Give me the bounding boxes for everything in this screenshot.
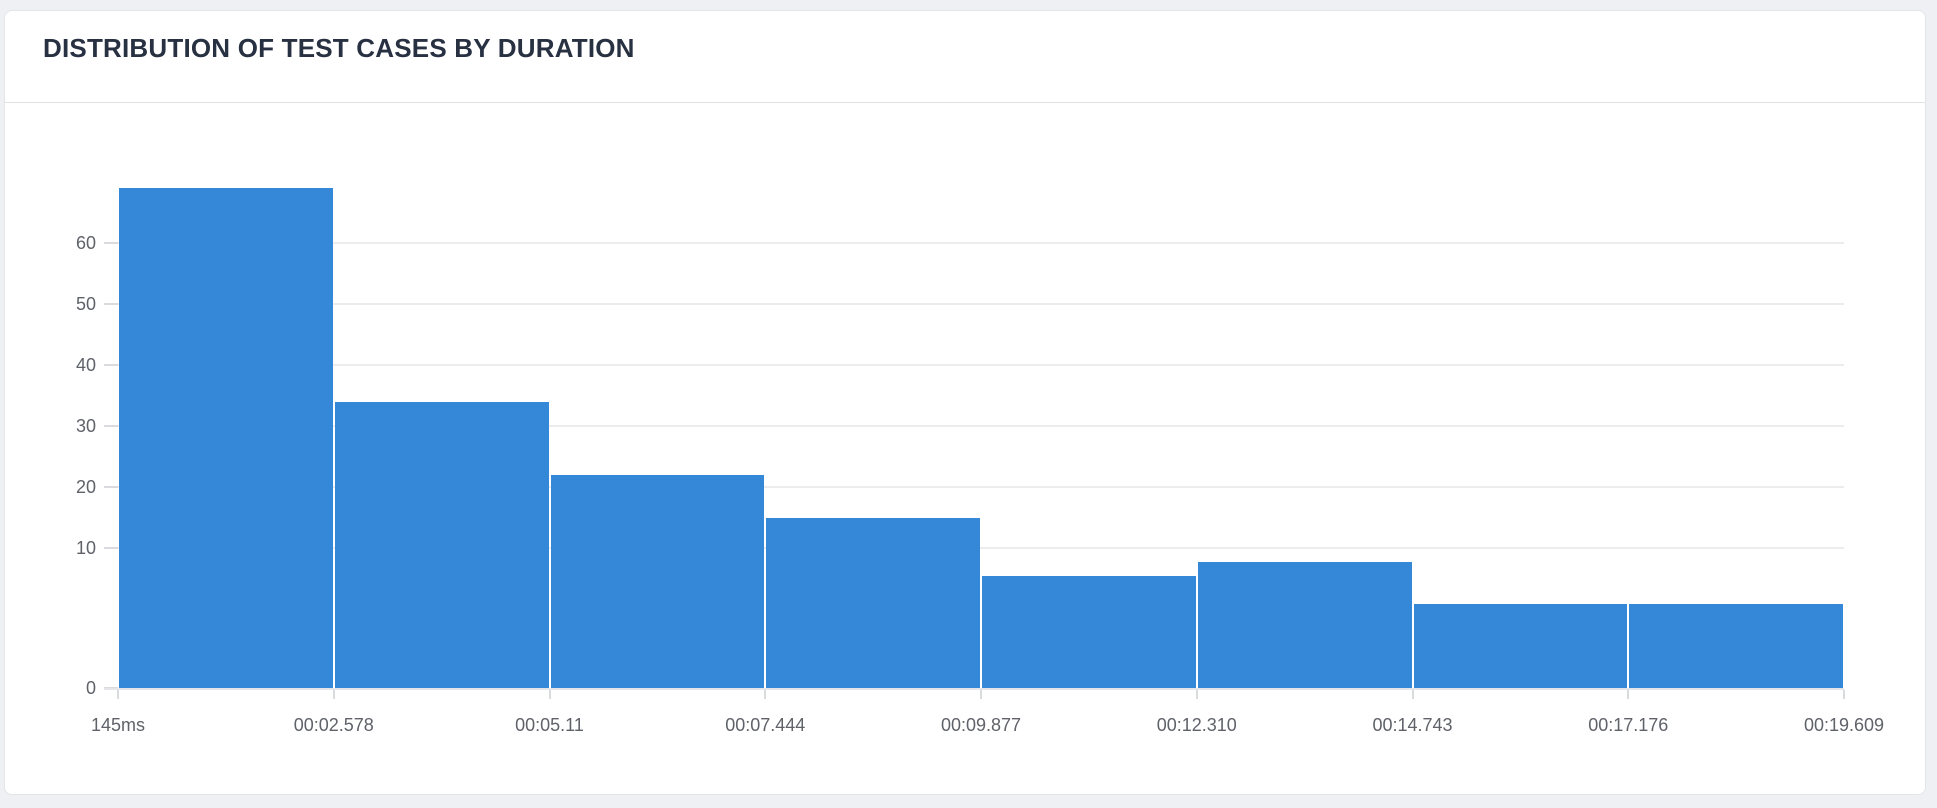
x-axis-tick [980, 690, 982, 699]
x-axis-tick [117, 690, 119, 699]
widget-header: DISTRIBUTION OF TEST CASES BY DURATION [5, 11, 1925, 103]
y-axis-label: 10 [75, 538, 96, 558]
x-axis-label: 00:02.578 [293, 715, 374, 735]
histogram-bar[interactable] [1629, 604, 1843, 688]
histogram-bar[interactable] [119, 188, 333, 688]
x-axis-line [104, 688, 1844, 690]
x-axis-label: 00:17.176 [1588, 715, 1669, 735]
y-axis-label: 40 [75, 355, 96, 376]
y-axis-label: 30 [75, 416, 96, 437]
x-axis-tick [548, 690, 551, 699]
x-axis-tick [1195, 690, 1198, 699]
y-axis-label: 60 [75, 233, 96, 254]
x-axis-label: 00:07.444 [725, 715, 806, 735]
y-gridline [118, 364, 1844, 367]
y-axis-tick [104, 303, 118, 306]
y-axis-label: 0 [85, 678, 96, 698]
x-axis-label: 00:09.877 [940, 715, 1022, 735]
duration-histogram: 0 10 20 30 40 50 60 145ms 00:02.578 00:05.11 00:07… [5, 103, 1925, 795]
y-axis-tick [104, 242, 118, 245]
histogram-bar[interactable] [1413, 604, 1628, 688]
x-axis-tick [332, 690, 335, 699]
x-axis-tick [1843, 690, 1845, 699]
y-gridline [118, 303, 1844, 306]
y-axis-tick [104, 364, 118, 367]
x-axis-tick [764, 690, 767, 699]
x-axis-label: 00:12.310 [1156, 715, 1237, 735]
widget-title: DISTRIBUTION OF TEST CASES BY DURATION [43, 33, 635, 63]
x-axis-label: 00:05.11 [515, 715, 584, 735]
histogram-bar[interactable] [766, 517, 980, 688]
y-axis-label: 20 [75, 477, 96, 498]
x-axis-label: 00:14.743 [1372, 715, 1453, 735]
y-gridline [118, 425, 1844, 428]
y-gridline [118, 486, 1844, 489]
x-axis-label: 145ms [90, 715, 146, 735]
x-axis-label: 00:19.609 [1803, 715, 1885, 735]
histogram-bar[interactable] [982, 576, 1196, 688]
y-axis-tick [104, 486, 118, 489]
duration-widget-card: DISTRIBUTION OF TEST CASES BY DURATION 0… [4, 10, 1926, 795]
y-axis-tick [104, 425, 118, 428]
histogram-bar[interactable] [550, 474, 765, 688]
plot-area [118, 103, 1844, 688]
histogram-bar[interactable] [1197, 562, 1412, 688]
y-gridline [118, 547, 1844, 549]
x-axis-tick [1411, 690, 1414, 699]
x-axis-tick [1627, 690, 1630, 699]
y-axis-label: 50 [75, 294, 96, 315]
y-axis-tick [104, 547, 118, 549]
histogram-bar[interactable] [334, 401, 549, 688]
y-gridline [118, 242, 1844, 245]
